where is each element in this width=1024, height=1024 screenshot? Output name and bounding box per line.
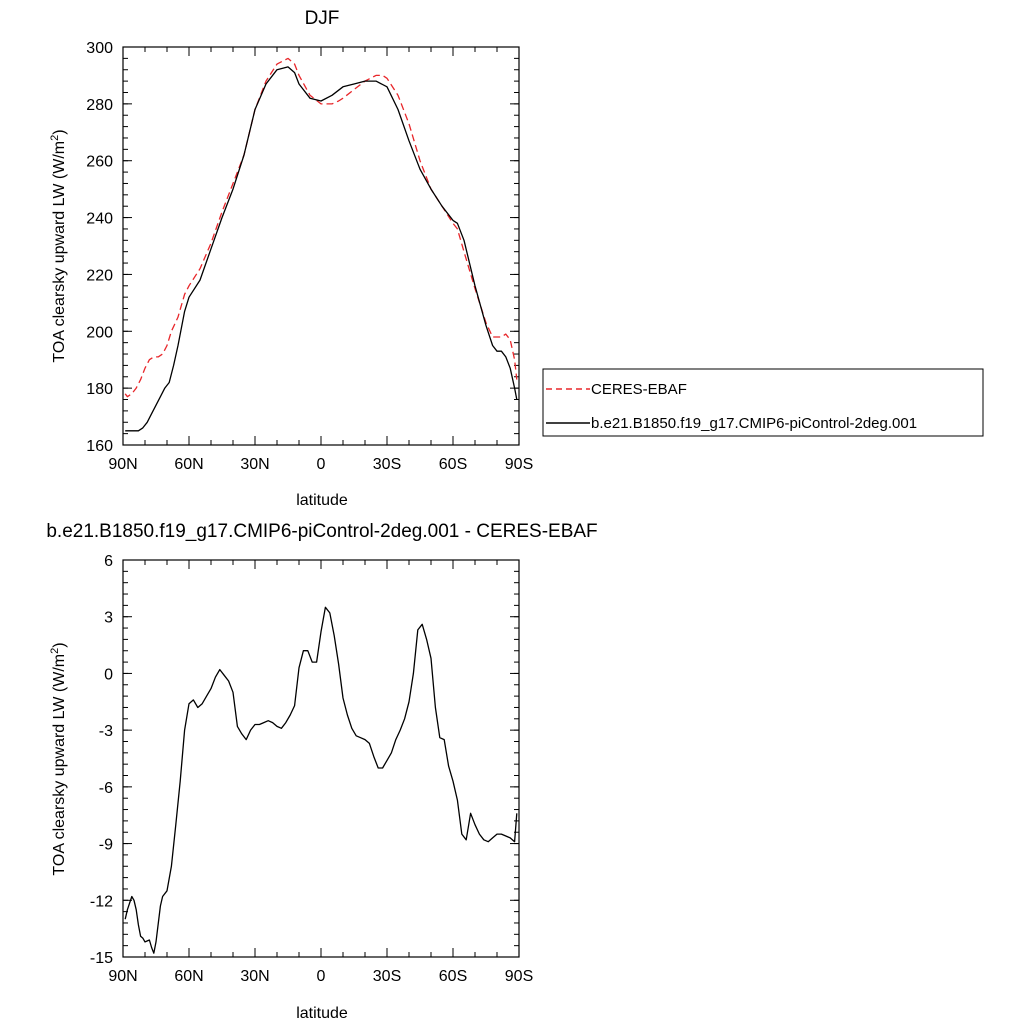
bottom-y-tick-label: 0 (104, 666, 113, 683)
top-y-axis-label-suffix: ) (51, 129, 68, 134)
top-x-tick-label: 60S (439, 456, 467, 473)
top-y-tick-label: 220 (86, 267, 113, 284)
bottom-y-tick-label: -12 (90, 893, 113, 910)
bottom-panel: b.e21.B1850.f19_g17.CMIP6-piControl-2deg… (46, 521, 597, 1022)
bottom-y-axis-label-main: TOA clearsky upward LW (W/m (51, 654, 68, 876)
top-x-tick-label: 90N (108, 456, 137, 473)
bottom-y-tick-label: -3 (99, 723, 113, 740)
bottom-x-tick-label: 30S (373, 968, 401, 985)
bottom-y-tick-label: -6 (99, 780, 113, 797)
bottom-x-tick-label: 30N (240, 968, 269, 985)
top-y-axis-label-superscript: 2 (49, 135, 61, 141)
bottom-y-axis-label-suffix: ) (51, 642, 68, 647)
top-y-tick-label: 260 (86, 154, 113, 171)
legend-label-ceres-ebaf: CERES-EBAF (591, 381, 687, 398)
top-plot-frame (122, 46, 520, 446)
legend-box (542, 368, 984, 437)
bottom-y-tick-label: -9 (99, 837, 113, 854)
top-x-tick-label: 30N (240, 456, 269, 473)
top-y-tick-label: 200 (86, 324, 113, 341)
bottom-y-tick-label: -15 (90, 950, 113, 967)
top-y-tick-label: 240 (86, 211, 113, 228)
bottom-y-axis-label-superscript: 2 (49, 648, 61, 654)
bottom-panel-title: b.e21.B1850.f19_g17.CMIP6-piControl-2deg… (46, 521, 597, 542)
bottom-x-tick-label: 90S (505, 968, 533, 985)
legend-label-model: b.e21.B1850.f19_g17.CMIP6-piControl-2deg… (591, 415, 917, 432)
bottom-plot-area: 90N 60N 30N 0 30S 60S 90S -15 -12 -9 -6 -3 0 3 6 (90, 553, 533, 985)
bottom-x-axis-label: latitude (296, 1005, 348, 1022)
bottom-y-tick-label: 6 (104, 553, 113, 570)
top-x-tick-label: 60N (174, 456, 203, 473)
top-x-tick-label: 30S (373, 456, 401, 473)
top-y-tick-label: 180 (86, 381, 113, 398)
top-y-axis-label-main: TOA clearsky upward LW (W/m (51, 141, 68, 363)
top-x-tick-label: 0 (317, 456, 326, 473)
top-x-axis-label: latitude (296, 492, 348, 509)
bottom-x-tick-label: 90N (108, 968, 137, 985)
legend: CERES-EBAF b.e21.B1850.f19_g17.CMIP6-piC… (542, 368, 984, 437)
bottom-y-axis-label: TOA clearsky upward LW (W/m2) (49, 642, 68, 875)
top-y-axis-label: TOA clearsky upward LW (W/m2) (49, 129, 68, 362)
bottom-x-tick-label: 60S (439, 968, 467, 985)
bottom-y-tick-label: 3 (104, 610, 113, 627)
top-y-tick-label: 160 (86, 438, 113, 455)
top-y-tick-label: 300 (86, 40, 113, 57)
top-panel-title: DJF (305, 8, 340, 29)
top-panel: DJF 90N 60N 30N 0 30S 60S 90S 160 180 200 220 240 26… (49, 8, 533, 509)
top-plot-area: 90N 60N 30N 0 30S 60S 90S 160 180 200 220 240 260 280… (86, 40, 533, 473)
bottom-series-line-1 (124, 606, 518, 954)
bottom-x-tick-label: 60N (174, 968, 203, 985)
top-x-tick-label: 90S (505, 456, 533, 473)
bottom-x-tick-label: 0 (317, 968, 326, 985)
top-y-tick-label: 280 (86, 97, 113, 114)
top-series-line-1 (124, 57, 518, 398)
top-series-line-2 (125, 66, 518, 432)
